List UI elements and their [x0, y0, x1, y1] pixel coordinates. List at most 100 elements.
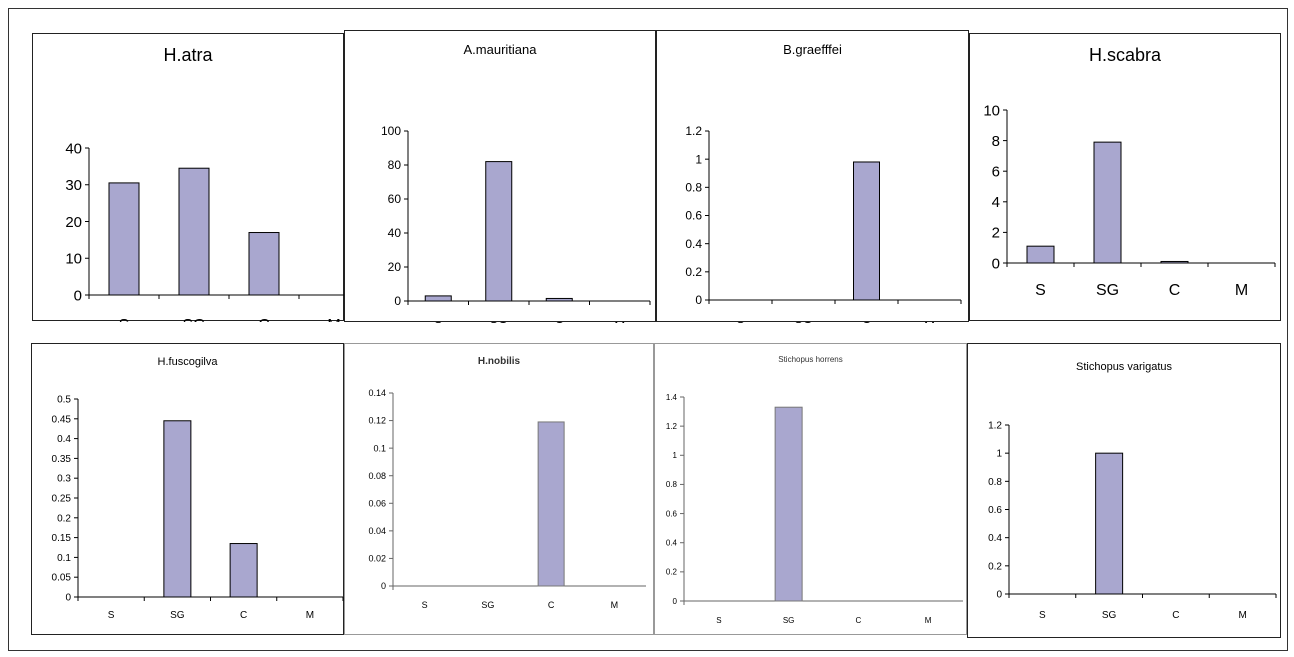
y-tick-label: 0 [992, 255, 1000, 272]
y-tick-label: 0.2 [685, 265, 702, 279]
y-tick-label: 0.05 [52, 573, 72, 584]
x-category-label: C [1172, 610, 1179, 621]
bar-chart: 0 20 40 60 80 100 S SG C M [381, 124, 651, 323]
y-tick-label: 0.8 [988, 477, 1002, 488]
x-category-label: C [240, 610, 247, 621]
chart-panel-h-atra: H.atra 0 10 20 30 40 S SG C M [32, 33, 345, 322]
y-tick-label: 1.2 [666, 422, 678, 431]
x-category-label: M [925, 616, 932, 625]
bar-s [1026, 245, 1055, 264]
x-category-label: C [548, 600, 555, 610]
y-tick-label: 10 [65, 251, 82, 268]
y-tick-label: 10 [983, 102, 1000, 119]
chart-panel-stichopus-varigatus: Stichopus varigatus 0 0.2 0.4 0.6 0.8 1 1.2 S SG… [967, 343, 1281, 638]
y-tick-label: 60 [388, 192, 402, 206]
x-category-label: S [434, 319, 443, 323]
y-tick-label: 0.14 [368, 388, 386, 398]
x-category-label: S [1035, 282, 1046, 299]
chart-title: Stichopus horrens [778, 355, 843, 364]
bar-chart: 0 0.2 0.4 0.6 0.8 1 1.2 S SG C M [685, 124, 962, 323]
x-category-label: C [855, 616, 861, 625]
bar-sg [178, 167, 210, 296]
y-tick-label: 1.2 [988, 421, 1002, 432]
bar-c [853, 161, 880, 301]
x-category-label: SG [1102, 610, 1117, 621]
y-tick-label: 0.4 [57, 434, 71, 445]
x-category-label: S [1039, 610, 1046, 621]
x-category-label: M [1235, 282, 1248, 299]
chart-title: H.nobilis [477, 356, 521, 367]
y-tick-label: 0.4 [685, 237, 702, 251]
bar-chart: 0 0.2 0.4 0.6 0.8 1 1.2 S SG C M [988, 421, 1277, 621]
chart-panel-h-scabra: H.scabra 0 2 4 6 8 10 S SG C M [969, 33, 1281, 321]
x-category-label: S [108, 610, 115, 621]
x-category-label: M [306, 610, 314, 621]
x-category-label: SG [489, 319, 508, 323]
y-tick-label: 1.4 [666, 393, 678, 402]
x-category-label: M [614, 319, 625, 323]
y-tick-label: 30 [65, 177, 82, 194]
x-category-label: S [422, 600, 428, 610]
y-tick-label: 0.45 [52, 414, 72, 425]
y-tick-label: 0.6 [666, 509, 678, 518]
y-tick-label: 0.4 [666, 539, 678, 548]
y-tick-label: 80 [388, 158, 402, 172]
x-category-label: SG [481, 600, 494, 610]
bar-sg [774, 406, 803, 602]
bar-chart: 0 0.05 0.1 0.15 0.2 0.25 0.3 0.35 0.4 0.45 0.5 S SG C… [52, 395, 344, 621]
y-tick-label: 0 [74, 287, 82, 304]
y-tick-label: 40 [388, 226, 402, 240]
x-category-label: M [924, 319, 935, 323]
x-category-label: SG [182, 317, 205, 322]
y-tick-label: 1 [673, 451, 678, 460]
y-tick-label: 0 [65, 593, 71, 604]
x-category-label: C [1169, 282, 1181, 299]
y-tick-label: 0 [673, 597, 678, 606]
chart-panel-b-graefffei: B.graefffei 0 0.2 0.4 0.6 0.8 1 1.2 S SG C M [656, 30, 969, 323]
bar-c [1160, 260, 1189, 264]
bar-chart: 0 0.2 0.4 0.6 0.8 1 1.2 1.4 S SG C M [666, 393, 963, 625]
chart-title: A.mauritiana [463, 42, 537, 57]
chart-title: H.fuscogilva [157, 356, 218, 368]
y-tick-label: 0.15 [52, 533, 72, 544]
y-tick-label: 0.1 [57, 553, 71, 564]
y-tick-label: 20 [388, 260, 402, 274]
y-tick-label: 0 [394, 294, 401, 308]
y-tick-label: 6 [992, 163, 1000, 180]
x-category-label: C [862, 319, 871, 323]
chart-title: Stichopus varigatus [1076, 361, 1172, 373]
y-tick-label: 0.2 [988, 561, 1002, 572]
bar-chart: 0 10 20 30 40 S SG C M [65, 140, 345, 322]
bar-c [248, 232, 280, 296]
bar-s [424, 295, 452, 302]
x-category-label: S [736, 319, 745, 323]
y-tick-label: 0.08 [368, 471, 386, 481]
x-category-label: SG [1096, 282, 1119, 299]
y-tick-label: 0 [381, 581, 386, 591]
x-category-label: SG [170, 610, 185, 621]
y-tick-label: 0 [996, 590, 1002, 601]
x-category-label: M [327, 317, 340, 322]
bar-chart: 0 2 4 6 8 10 S SG C M [983, 102, 1276, 299]
bar-c [545, 297, 573, 302]
chart-panel-a-mauritiana: A.mauritiana 0 20 40 60 80 100 S SG C M [344, 30, 656, 323]
y-tick-label: 0.8 [666, 480, 678, 489]
y-tick-label: 0.1 [373, 443, 386, 453]
bar-sg [485, 161, 513, 302]
y-tick-label: 100 [381, 124, 401, 138]
x-category-label: C [555, 319, 564, 323]
y-tick-label: 0.4 [988, 533, 1002, 544]
y-tick-label: 0.04 [368, 526, 386, 536]
y-tick-label: 2 [992, 225, 1000, 242]
x-category-label: S [716, 616, 721, 625]
y-tick-label: 0.12 [368, 416, 386, 426]
y-tick-label: 0.8 [685, 181, 702, 195]
chart-panel-stichopus-horrens: Stichopus horrens 0 0.2 0.4 0.6 0.8 1 1.2 1.4 S S… [654, 343, 967, 635]
bar-sg [1093, 141, 1122, 264]
bar-c [229, 543, 258, 598]
y-tick-label: 0.2 [57, 513, 71, 524]
y-tick-label: 0.6 [988, 505, 1002, 516]
chart-panel-h-nobilis: H.nobilis 0 0.02 0.04 0.06 0.08 0.1 0.12 0.14 S S… [344, 343, 654, 635]
y-tick-label: 0.06 [368, 498, 386, 508]
y-tick-label: 0.35 [52, 454, 72, 465]
